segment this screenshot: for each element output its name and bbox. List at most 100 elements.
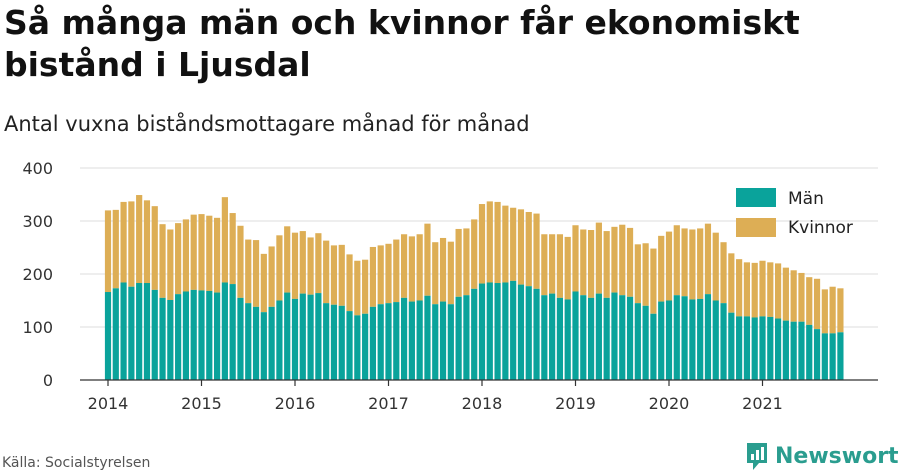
chart-subtitle: Antal vuxna biståndsmottagare månad för … bbox=[4, 112, 530, 136]
bar-men bbox=[206, 290, 213, 380]
bar-women bbox=[112, 209, 119, 289]
bar-women bbox=[806, 277, 813, 325]
bar-men bbox=[416, 300, 423, 380]
bar-women bbox=[299, 231, 306, 294]
bar-women bbox=[658, 235, 665, 302]
bar-women bbox=[221, 197, 228, 283]
bar-women bbox=[720, 242, 727, 304]
bar-women bbox=[774, 263, 782, 319]
bar-men bbox=[494, 283, 501, 380]
bar-women bbox=[323, 240, 330, 304]
bar-men bbox=[626, 296, 634, 380]
bar-women bbox=[276, 235, 283, 301]
bar-women bbox=[736, 259, 743, 317]
bar-women bbox=[743, 262, 751, 317]
bar-women bbox=[603, 231, 610, 298]
bar-men bbox=[175, 294, 182, 380]
bar-women bbox=[572, 225, 579, 292]
bar-women bbox=[377, 245, 384, 305]
bar-women bbox=[494, 201, 501, 284]
bar-men bbox=[432, 304, 439, 380]
x-tick-label: 2020 bbox=[649, 394, 690, 413]
bar-men bbox=[362, 313, 369, 380]
bar-men bbox=[136, 283, 143, 380]
bar-women bbox=[175, 223, 182, 295]
bar-men bbox=[767, 316, 774, 380]
bar-men bbox=[307, 294, 314, 380]
y-tick-label: 400 bbox=[22, 159, 53, 178]
legend-label-women: Kvinnor bbox=[788, 218, 853, 238]
bar-women bbox=[790, 270, 797, 322]
bar-women bbox=[104, 210, 112, 293]
bar-women bbox=[759, 260, 766, 317]
bar-men bbox=[167, 299, 174, 380]
bar-women bbox=[837, 288, 844, 333]
bar-men bbox=[252, 306, 260, 380]
bar-men bbox=[486, 282, 493, 380]
axes: 0 100 200 300 400 2014 2015 2016 2017 2018 2019 202… bbox=[22, 159, 878, 413]
bar-women bbox=[136, 195, 143, 284]
bar-women bbox=[767, 262, 774, 317]
bar-women bbox=[284, 226, 291, 293]
y-tick-label: 200 bbox=[22, 265, 53, 284]
legend-swatch-women bbox=[736, 218, 776, 237]
bar-women bbox=[712, 232, 719, 301]
bar-men bbox=[619, 295, 626, 380]
bar-women bbox=[549, 234, 556, 294]
brand-logo[interactable]: Newsworthy bbox=[745, 440, 900, 472]
bar-men bbox=[759, 316, 766, 380]
bar-women bbox=[362, 259, 369, 314]
bar-men bbox=[284, 292, 291, 380]
bar-women bbox=[245, 239, 252, 304]
bar-men bbox=[697, 298, 704, 380]
bar-women bbox=[697, 228, 704, 299]
bar-women bbox=[681, 228, 688, 297]
bar-men bbox=[369, 306, 377, 380]
x-tick-label: 2014 bbox=[88, 394, 129, 413]
bar-men bbox=[673, 295, 680, 380]
bar-men bbox=[603, 297, 610, 380]
bar-men bbox=[400, 297, 408, 380]
bar-women bbox=[439, 237, 447, 302]
bar-women bbox=[190, 214, 197, 290]
bar-men bbox=[299, 293, 306, 380]
bar-men bbox=[159, 297, 166, 380]
bar-men bbox=[689, 299, 696, 380]
bar-women bbox=[268, 246, 275, 307]
source-note: Källa: Socialstyrelsen bbox=[2, 455, 151, 471]
bar-men bbox=[268, 306, 275, 380]
bar-men bbox=[377, 304, 384, 380]
legend-label-men: Män bbox=[788, 189, 824, 209]
bar-women bbox=[213, 217, 221, 293]
bar-women bbox=[346, 254, 353, 312]
bar-women bbox=[229, 213, 236, 285]
bar-women bbox=[408, 236, 415, 302]
bar-men bbox=[642, 305, 649, 380]
bar-men bbox=[408, 301, 415, 380]
bar-men bbox=[556, 297, 564, 380]
bar-men bbox=[245, 303, 252, 380]
bar-women bbox=[595, 222, 602, 294]
bar-men bbox=[478, 283, 486, 380]
x-tick-label: 2017 bbox=[368, 394, 409, 413]
bar-men bbox=[213, 292, 221, 380]
bar-men bbox=[151, 289, 158, 380]
x-tick-label: 2016 bbox=[275, 394, 316, 413]
legend-swatch-men bbox=[736, 188, 776, 207]
bar-men bbox=[439, 301, 447, 380]
bar-women bbox=[665, 231, 673, 301]
bar-men bbox=[790, 321, 797, 380]
bar-men bbox=[229, 284, 236, 380]
bar-men bbox=[681, 296, 688, 380]
bar-men bbox=[424, 295, 431, 380]
bar-men bbox=[572, 291, 579, 380]
bars bbox=[104, 195, 844, 380]
bar-men bbox=[736, 316, 743, 380]
bar-men bbox=[471, 288, 478, 380]
bar-men bbox=[237, 297, 244, 380]
bar-men bbox=[704, 294, 712, 380]
bar-women bbox=[151, 206, 158, 290]
bar-women bbox=[813, 278, 821, 330]
bar-men bbox=[276, 300, 283, 380]
bar-women bbox=[120, 201, 127, 283]
